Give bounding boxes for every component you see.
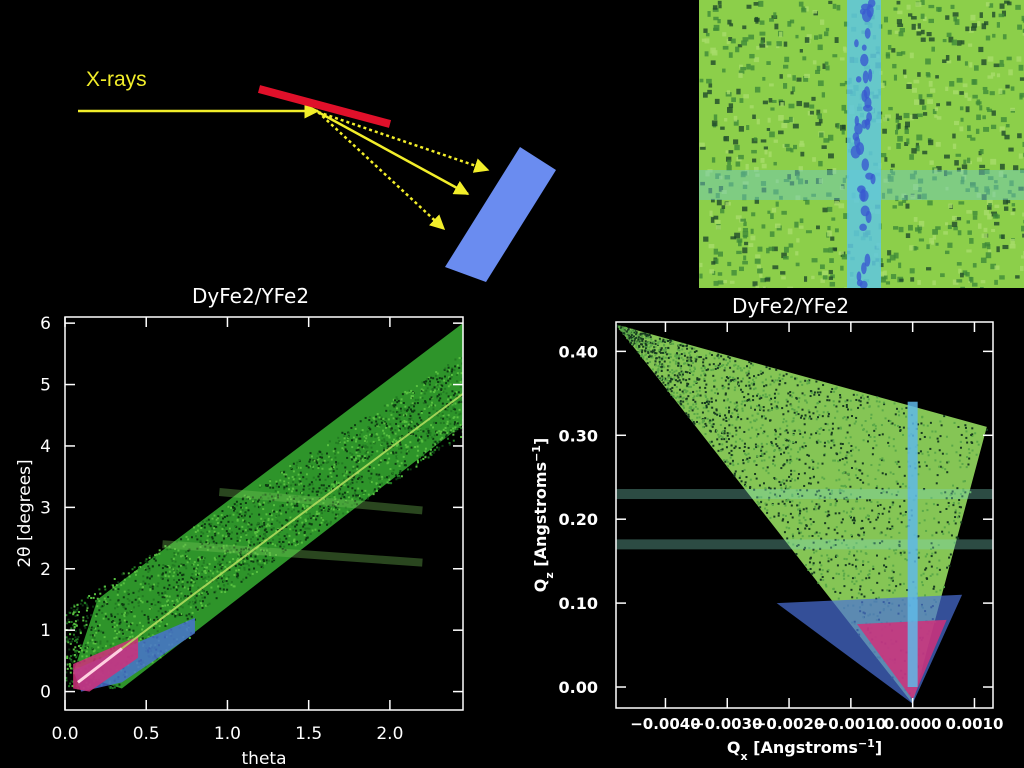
- chart1-ylabel: 2θ [degrees]: [15, 459, 35, 567]
- chart1-plot-area: [65, 323, 463, 692]
- chart2-bragg-band: [616, 489, 993, 500]
- chart1-specular-ridge: [77, 392, 463, 684]
- chart1-specular-peak: [77, 647, 123, 684]
- chart1-bragg-band: [162, 540, 423, 567]
- chart1-title: DyFe2/YFe2: [192, 284, 310, 308]
- diffuse-beam-lower: [317, 111, 446, 231]
- chart2-xtick-label: 0.0000: [884, 715, 942, 733]
- chart1-ytick-label: 1: [40, 621, 51, 641]
- chart2-low-region: [857, 619, 947, 700]
- chart1-xtick-label: 1.5: [295, 724, 322, 744]
- chart2-xtick-label: −0.0030: [692, 715, 762, 733]
- chart2-ytick-label: 0.40: [559, 342, 598, 361]
- chart2-xtick-label: −0.0020: [754, 715, 824, 733]
- chart2-plot-area: [616, 324, 993, 704]
- detector: [445, 147, 556, 282]
- scattering-diagram: [78, 85, 556, 282]
- chart2-xtick-label: 0.0010: [946, 715, 1004, 733]
- chart2-ylabel: Qz [Angstroms−1]: [530, 438, 556, 593]
- chart1-xtick-label: 1.0: [214, 724, 241, 744]
- chart2-mid-region: [776, 594, 963, 704]
- chart2-ytick-label: 0.10: [559, 594, 598, 613]
- chart2-xlabel: Qx [Angstroms−1]: [727, 737, 882, 763]
- chart2-ytick-label: 0.00: [559, 678, 598, 697]
- chart1-ytick-label: 6: [40, 314, 51, 334]
- chart1-xtick-label: 0.0: [51, 724, 78, 744]
- chart2-title: DyFe2/YFe2: [732, 294, 850, 318]
- chart1-xlabel: theta: [242, 749, 287, 768]
- chart1-ytick-label: 3: [40, 498, 51, 518]
- detector-image: [699, 0, 1024, 288]
- chart1-xtick-label: 0.5: [133, 724, 160, 744]
- chart1-xtick-label: 2.0: [376, 724, 403, 744]
- chart1-frame: [64, 316, 464, 711]
- chart2-ytick-label: 0.30: [559, 426, 598, 445]
- chart2-specular-rod: [907, 401, 918, 688]
- xray-label: X-rays: [86, 68, 147, 91]
- chart1-ytick-label: 2: [40, 560, 51, 580]
- reflected-beam: [317, 110, 470, 196]
- chart1-ytick-label: 0: [40, 683, 51, 703]
- chart2-xtick-label: −0.0040: [630, 715, 700, 733]
- chart1-ytick-label: 5: [40, 376, 51, 396]
- chart1-ytick-label: 4: [40, 437, 51, 457]
- diffuse-beam-upper: [317, 110, 490, 173]
- chart1-bragg-band: [218, 488, 423, 515]
- chart2-xtick-label: −0.0010: [816, 715, 886, 733]
- sample-plate: [257, 85, 392, 128]
- chart1: 0.0 0.5 1.0 1.5 2.0 0 1 2 3 4 5 6 theta 2θ [degrees]: [15, 314, 464, 768]
- chart2-ytick-label: 0.20: [559, 510, 598, 529]
- detector-streak: [847, 0, 881, 288]
- chart2-frame: [615, 321, 994, 709]
- chart2-bragg-band: [616, 539, 993, 550]
